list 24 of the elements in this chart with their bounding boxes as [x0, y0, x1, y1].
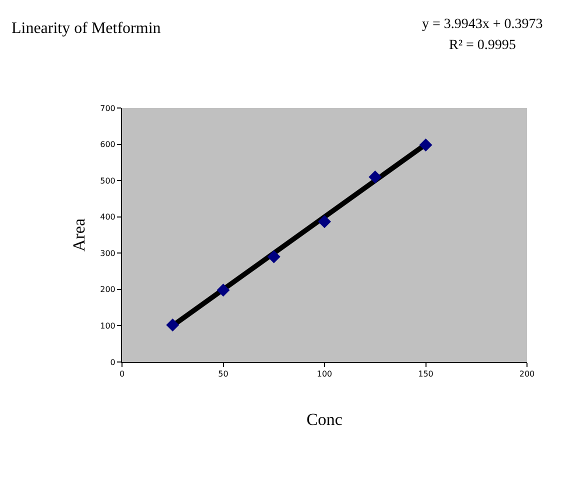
- point: [318, 215, 331, 228]
- point: [166, 318, 180, 332]
- y-tick-label: 100: [100, 322, 116, 331]
- x-tick-label: 150: [418, 370, 434, 379]
- y-tick-label: 200: [100, 285, 116, 294]
- x-tick-label: 50: [218, 370, 228, 379]
- y-axis-title: Area: [70, 218, 89, 252]
- y-tick-label: 500: [100, 176, 116, 186]
- x-axis-title: Conc: [306, 410, 343, 429]
- y-tick-label: 0: [110, 358, 116, 367]
- point: [267, 250, 280, 264]
- x-tick-label: 200: [519, 370, 535, 379]
- y-tick-label: 600: [100, 140, 116, 150]
- text: R² = 0.9995: [449, 38, 516, 53]
- point: [419, 138, 432, 152]
- x-tick-label: 0: [119, 370, 125, 379]
- chart-title: Linearity of Metformin: [11, 20, 161, 38]
- point: [368, 170, 382, 184]
- y-tick-label: 700: [100, 104, 116, 113]
- y-tick-label: 400: [100, 212, 116, 222]
- y-tick-label: 300: [100, 248, 116, 258]
- text: y = 3.9943x + 0.3973: [422, 17, 543, 32]
- point: [216, 284, 230, 297]
- x-tick-label: 100: [316, 370, 332, 379]
